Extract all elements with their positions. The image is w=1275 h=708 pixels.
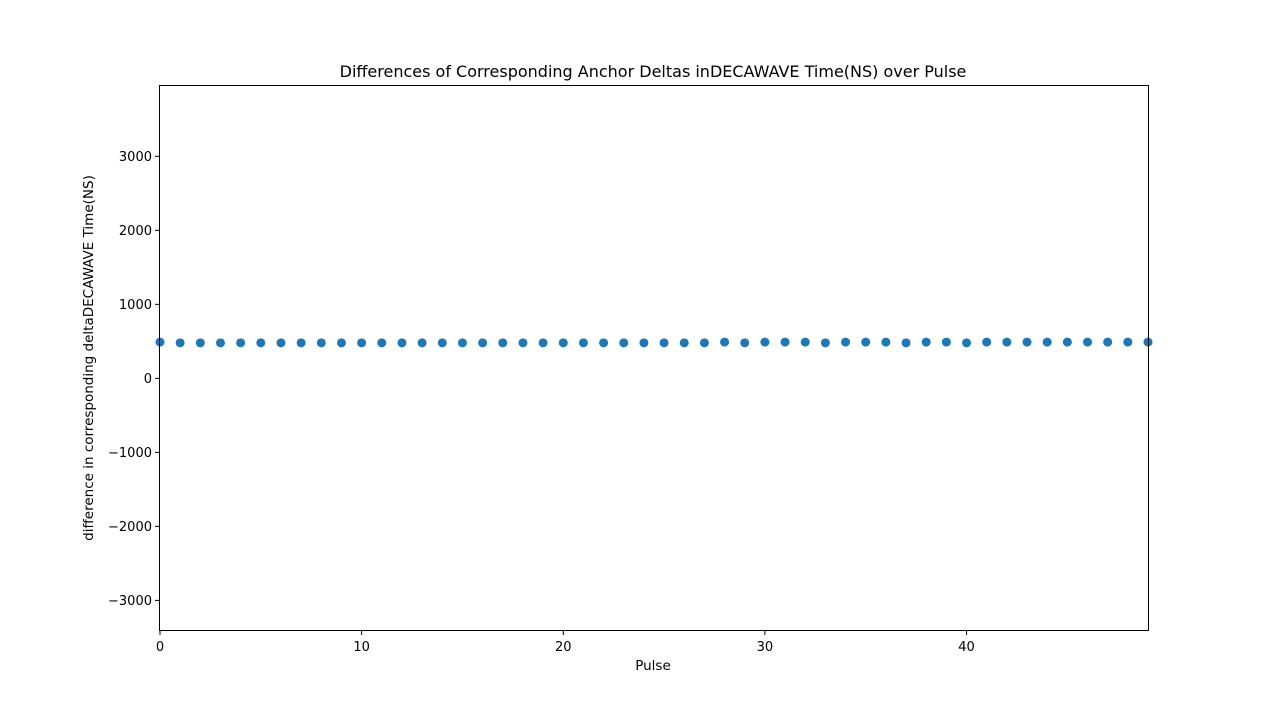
data-point: [679, 338, 689, 348]
y-tick-label: −3000: [108, 594, 152, 609]
data-point: [720, 337, 730, 347]
data-point: [619, 338, 629, 348]
data-point: [962, 338, 972, 348]
data-point: [215, 338, 225, 348]
y-axis: −3000 −2000 −1000 0 1000 2000 3000: [108, 150, 160, 609]
x-axis: 0 10 20 30 40: [156, 630, 975, 655]
chart-title: Differences of Corresponding Anchor Delt…: [340, 62, 967, 81]
data-point: [841, 337, 851, 347]
data-point: [578, 338, 588, 348]
data-point: [377, 338, 387, 348]
data-point: [316, 338, 326, 348]
y-tick-label: 2000: [119, 224, 152, 239]
data-point: [538, 338, 548, 348]
y-tick-label: 0: [144, 372, 152, 387]
data-point: [195, 338, 205, 348]
data-point: [659, 338, 669, 348]
data-point: [518, 338, 528, 348]
x-tick-label: 40: [958, 640, 975, 655]
data-point: [357, 338, 367, 348]
data-point: [760, 337, 770, 347]
data-point: [1042, 337, 1052, 347]
x-tick-label: 20: [555, 640, 572, 655]
data-point: [236, 338, 246, 348]
data-point: [397, 338, 407, 348]
data-point: [982, 337, 992, 347]
data-point: [800, 337, 810, 347]
data-point: [1002, 337, 1012, 347]
data-point: [1123, 337, 1133, 347]
data-point: [478, 338, 488, 348]
data-point: [901, 338, 911, 348]
x-tick-label: 0: [156, 640, 164, 655]
data-points: [155, 337, 1153, 348]
data-point: [558, 338, 568, 348]
data-point: [457, 338, 467, 348]
y-tick-label: 3000: [119, 150, 152, 165]
data-point: [276, 338, 286, 348]
y-tick-label: 1000: [119, 298, 152, 313]
data-point: [175, 338, 185, 348]
data-point: [256, 338, 266, 348]
y-axis-label: difference in corresponding deltaDECAWAV…: [81, 175, 97, 541]
data-point: [820, 338, 830, 348]
y-tick-label: −2000: [108, 520, 152, 535]
data-point: [1103, 337, 1113, 347]
plot-frame: [159, 85, 1149, 631]
data-point: [699, 338, 709, 348]
data-point: [437, 338, 447, 348]
x-tick-label: 30: [757, 640, 774, 655]
y-tick-label: −1000: [108, 446, 152, 461]
data-point: [417, 338, 427, 348]
data-point: [941, 337, 951, 347]
x-tick-label: 10: [353, 640, 370, 655]
data-point: [296, 338, 306, 348]
data-point: [780, 337, 790, 347]
x-axis-label: Pulse: [635, 658, 671, 674]
data-point: [1062, 337, 1072, 347]
data-point: [336, 338, 346, 348]
data-point: [740, 338, 750, 348]
data-point: [1083, 337, 1093, 347]
data-point: [498, 338, 508, 348]
data-point: [861, 337, 871, 347]
data-point: [881, 337, 891, 347]
data-point: [639, 338, 649, 348]
data-point: [1022, 337, 1032, 347]
data-point: [599, 338, 609, 348]
data-point: [921, 337, 931, 347]
